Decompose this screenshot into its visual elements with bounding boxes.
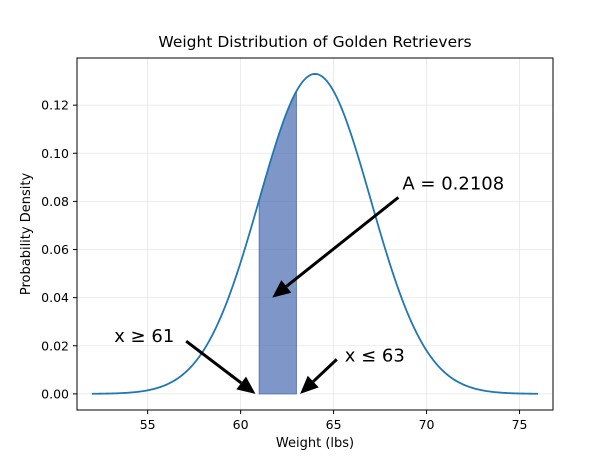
- density-curve: [91, 73, 539, 395]
- axes-frame: [76, 57, 554, 411]
- chart-title: Weight Distribution of Golden Retrievers: [158, 33, 471, 51]
- x-tick-label: 70: [419, 417, 435, 432]
- annotation-lower-bound-arrow-shaft: [185, 339, 243, 385]
- x-tick-label: 75: [512, 417, 528, 432]
- annotation-lower-bound: x ≥ 61: [114, 326, 174, 347]
- density-line: [91, 73, 539, 395]
- y-tick-label: 0.06: [41, 242, 69, 257]
- x-axis-label: Weight (lbs): [276, 436, 354, 451]
- y-tick-label: 0.02: [41, 338, 69, 353]
- y-tick-label: 0.00: [41, 386, 69, 401]
- annotation-upper-bound-arrow-shaft: [312, 358, 338, 383]
- y-tick-label: 0.04: [41, 290, 69, 305]
- annotation-upper-bound: x ≤ 63: [345, 345, 405, 366]
- y-tick-label: 0.08: [41, 194, 69, 209]
- y-tick-label: 0.10: [41, 146, 69, 161]
- annotation-lower-bound-arrow-head: [236, 376, 256, 394]
- y-tick-label: 0.12: [41, 98, 69, 113]
- grid-lines: [77, 58, 553, 410]
- y-axis-label: Probability Density: [19, 173, 34, 296]
- x-tick-label: 60: [233, 417, 249, 432]
- annotation-area-arrow-shaft: [285, 196, 400, 288]
- axis-ticks: 55 60 65 70 75 0.00 0.02 0.04 0.06 0.08 0.10 0.12: [41, 98, 527, 432]
- x-tick-label: 65: [326, 417, 342, 432]
- annotation-area-arrow-head: [272, 280, 292, 298]
- annotations: A = 0.2108 x ≥ 61 x ≤ 63: [114, 173, 504, 394]
- annotation-area: A = 0.2108: [402, 173, 504, 194]
- annotation-upper-bound-arrow-head: [300, 375, 319, 394]
- x-tick-label: 55: [140, 417, 156, 432]
